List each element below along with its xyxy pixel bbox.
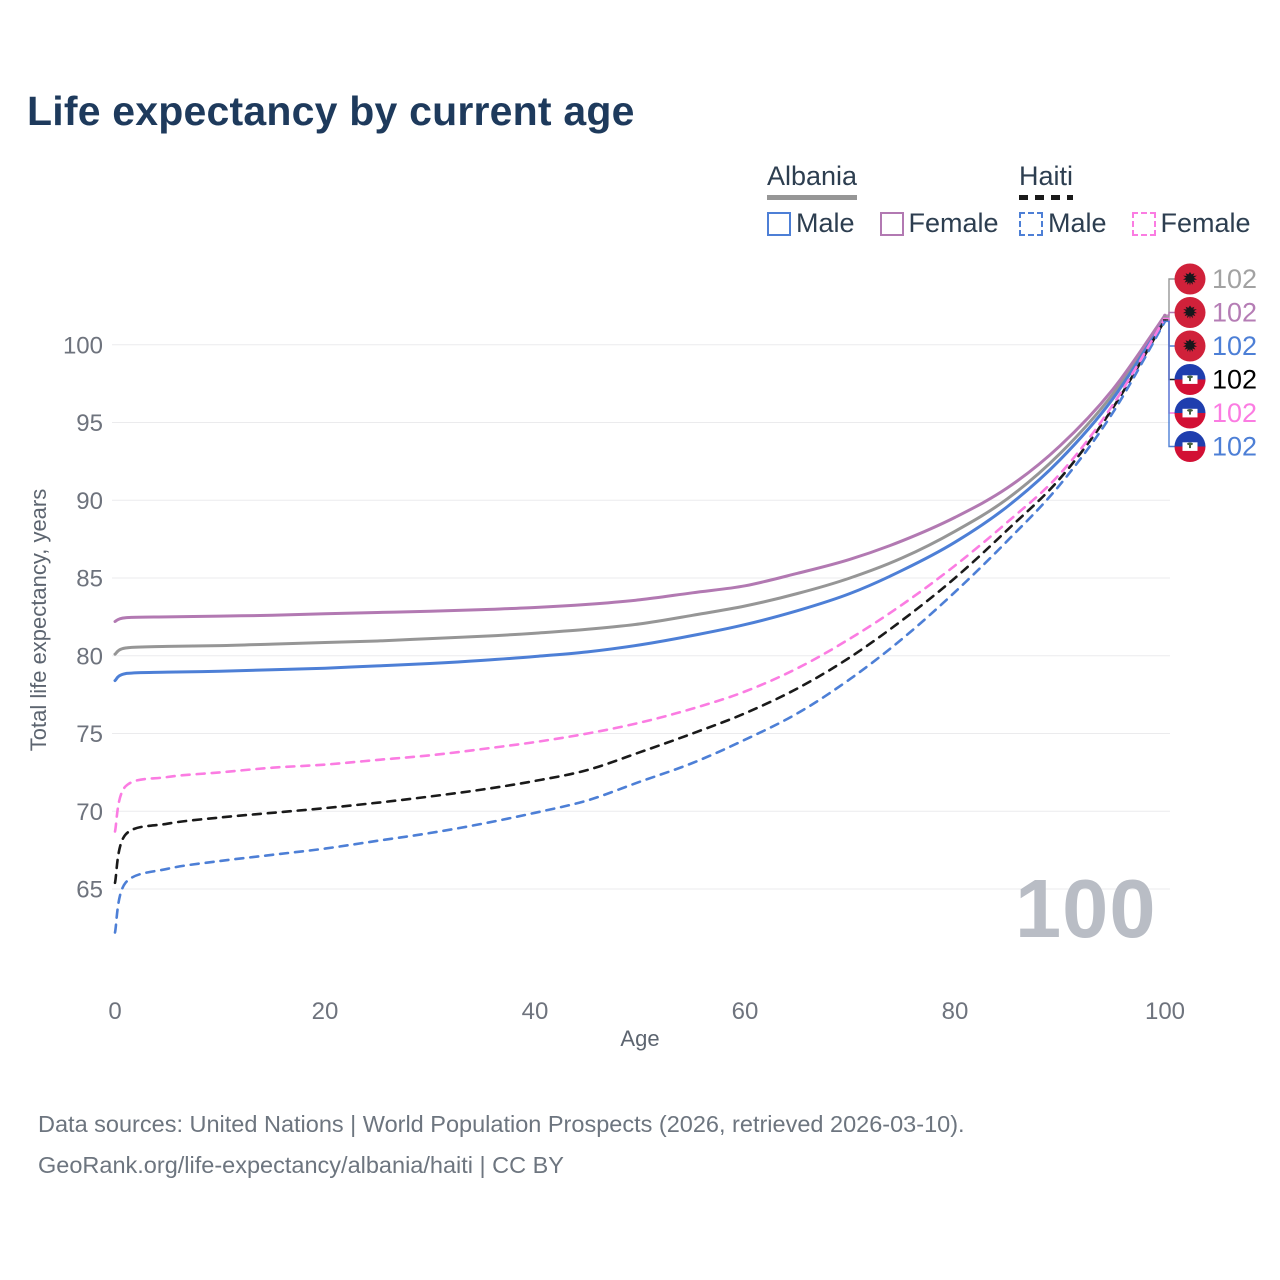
end-value-label-haiti-both: 102 <box>1212 365 1257 395</box>
leader-line-albania-both <box>1163 278 1175 318</box>
haiti-flag-icon <box>1174 397 1206 429</box>
x-tick-label: 80 <box>942 998 969 1025</box>
y-tick-label: 70 <box>76 799 103 826</box>
footer-line-2: GeoRank.org/life-expectancy/albania/hait… <box>38 1152 564 1178</box>
legend-label-albania-male: Male <box>796 208 855 238</box>
series-line-haiti-male[interactable] <box>113 320 1167 934</box>
legend-label-haiti-male: Male <box>1048 208 1107 238</box>
page-title: Life expectancy by current age <box>27 88 635 134</box>
y-tick-label: 75 <box>76 721 103 748</box>
footer-line-1: Data sources: United Nations | World Pop… <box>38 1111 965 1137</box>
x-tick-label: 40 <box>522 998 549 1025</box>
legend-group-haiti: Haiti Male Female <box>1019 161 1251 239</box>
end-value-label-albania-male: 102 <box>1212 331 1257 361</box>
albania-flag-icon <box>1174 330 1206 362</box>
end-value-label-haiti-male: 102 <box>1212 432 1257 462</box>
y-tick-label: 90 <box>76 488 103 515</box>
series-line-albania-female[interactable] <box>113 313 1167 623</box>
series-lines <box>113 313 1167 934</box>
x-tick-label: 0 <box>108 998 121 1025</box>
legend-albania-underline <box>767 195 858 200</box>
albania-flag-icon <box>1174 263 1206 295</box>
legend-item-albania-female[interactable]: Female <box>879 208 999 239</box>
legend-label-albania-female: Female <box>908 208 999 238</box>
end-value-label-albania-both: 102 <box>1212 264 1257 294</box>
age-watermark: 100 <box>1015 862 1157 955</box>
x-tick-label: 20 <box>312 998 339 1025</box>
haiti-flag-icon <box>1174 431 1206 462</box>
y-axis-title: Total life expectancy, years <box>26 489 51 752</box>
legend-swatch-haiti-male <box>1019 211 1043 236</box>
y-axis-ticks: 65 70 75 80 85 90 95 100 <box>63 332 103 903</box>
series-line-albania-both[interactable] <box>113 315 1167 656</box>
y-tick-label: 85 <box>76 566 103 593</box>
series-line-albania-male[interactable] <box>113 316 1167 683</box>
legend-label-haiti-female: Female <box>1160 208 1251 238</box>
legend-swatch-albania-female <box>879 211 904 236</box>
legend-albania-title[interactable]: Albania <box>767 161 858 191</box>
end-value-label-haiti-female: 102 <box>1212 398 1257 428</box>
leader-line-haiti-male <box>1163 320 1175 448</box>
footer: Data sources: United Nations | World Pop… <box>38 1104 965 1186</box>
series-line-haiti-female[interactable] <box>113 317 1167 833</box>
legend-swatch-haiti-female <box>1131 211 1156 236</box>
haiti-flag-icon <box>1174 364 1206 395</box>
legend-item-albania-male[interactable]: Male <box>767 208 855 239</box>
legend-item-haiti-female[interactable]: Female <box>1131 208 1251 239</box>
leader-line-albania-female <box>1163 311 1175 316</box>
series-line-haiti-both[interactable] <box>113 318 1167 885</box>
x-axis-title: Age <box>620 1026 659 1051</box>
y-tick-label: 95 <box>76 410 103 437</box>
legend-haiti-title[interactable]: Haiti <box>1019 161 1074 191</box>
y-tick-label: 100 <box>63 332 103 359</box>
legend-item-haiti-male[interactable]: Male <box>1019 208 1107 239</box>
line-chart: 65 70 75 80 85 90 95 100 0 20 40 60 80 100 Total lif… <box>26 263 1257 1051</box>
x-tick-label: 60 <box>732 998 759 1025</box>
gridlines <box>112 344 1170 890</box>
x-tick-label: 100 <box>1145 998 1185 1025</box>
legend-swatch-albania-male <box>767 211 791 236</box>
legend-haiti-underline <box>1019 195 1074 200</box>
y-tick-label: 80 <box>76 643 103 670</box>
legend-group-albania: Albania Male Female <box>767 161 999 239</box>
albania-flag-icon <box>1174 297 1206 328</box>
x-axis-ticks: 0 20 40 60 80 100 <box>108 998 1185 1025</box>
y-tick-label: 65 <box>76 877 103 904</box>
end-value-label-albania-female: 102 <box>1212 298 1257 328</box>
